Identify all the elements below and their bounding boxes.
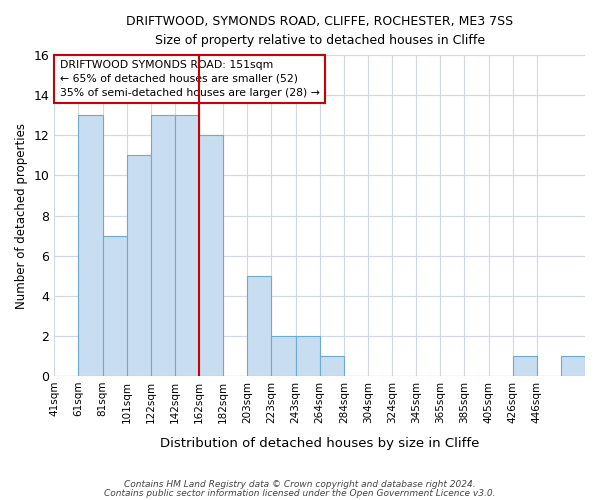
Text: Contains HM Land Registry data © Crown copyright and database right 2024.: Contains HM Land Registry data © Crown c…	[124, 480, 476, 489]
Bar	[103, 236, 127, 376]
Bar	[151, 116, 175, 376]
Text: DRIFTWOOD SYMONDS ROAD: 151sqm
← 65% of detached houses are smaller (52)
35% of : DRIFTWOOD SYMONDS ROAD: 151sqm ← 65% of …	[59, 60, 319, 98]
Bar	[79, 116, 103, 376]
Bar	[271, 336, 296, 376]
Y-axis label: Number of detached properties: Number of detached properties	[15, 122, 28, 308]
Bar	[561, 356, 585, 376]
Bar	[296, 336, 320, 376]
Bar	[320, 356, 344, 376]
Bar	[199, 136, 223, 376]
Bar	[512, 356, 537, 376]
Title: DRIFTWOOD, SYMONDS ROAD, CLIFFE, ROCHESTER, ME3 7SS
Size of property relative to: DRIFTWOOD, SYMONDS ROAD, CLIFFE, ROCHEST…	[126, 15, 513, 47]
Bar	[175, 116, 199, 376]
Text: Contains public sector information licensed under the Open Government Licence v3: Contains public sector information licen…	[104, 489, 496, 498]
X-axis label: Distribution of detached houses by size in Cliffe: Distribution of detached houses by size …	[160, 437, 479, 450]
Bar	[127, 156, 151, 376]
Bar	[247, 276, 271, 376]
